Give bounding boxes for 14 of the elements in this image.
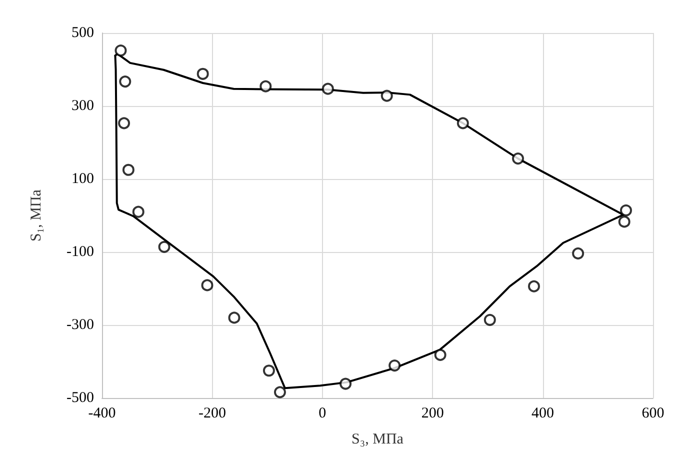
x-tick-label: -400 xyxy=(88,406,116,422)
x-tick-label: -200 xyxy=(198,406,226,422)
x-tick-label: 0 xyxy=(318,406,326,422)
y-tick-label: 100 xyxy=(72,171,94,187)
y-tick-label: -500 xyxy=(66,390,94,406)
y-tick-label: -300 xyxy=(66,317,94,333)
x-tick-label: 400 xyxy=(532,406,554,422)
x-tick-label: 200 xyxy=(421,406,444,422)
x-axis-title: S₃, МПа xyxy=(352,432,404,448)
y-tick-label: 500 xyxy=(72,25,94,41)
x-tick-label: 600 xyxy=(642,406,664,422)
y-axis-title: S₁, МПа xyxy=(28,189,44,242)
y-tick-label: 300 xyxy=(72,98,94,114)
y-tick-label: -100 xyxy=(66,244,94,260)
